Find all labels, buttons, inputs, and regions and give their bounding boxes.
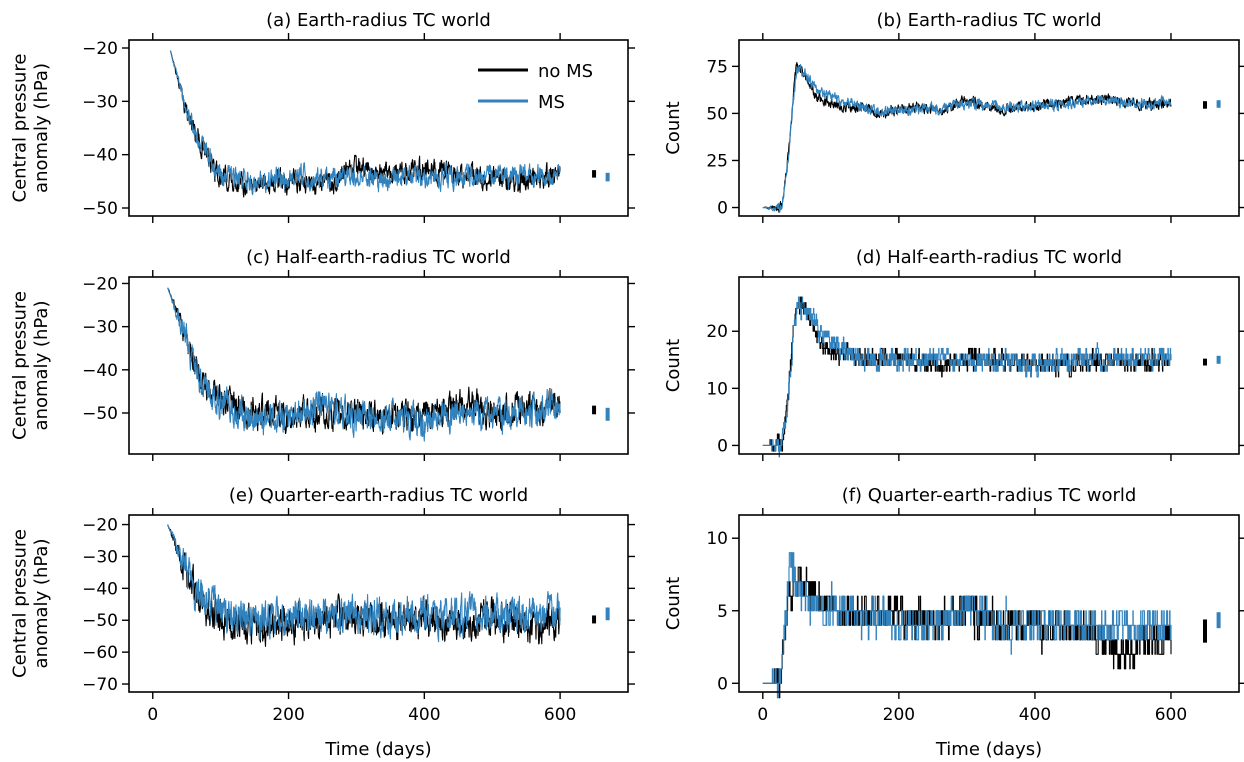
panel-c: −50 −40 −30 −20 (c) Half-earth-radius TC wor… bbox=[9, 247, 635, 461]
axes-frame bbox=[128, 276, 629, 455]
panel-title: (c) Half-earth-radius TC world bbox=[246, 247, 511, 268]
panel-title: (f) Quarter-earth-radius TC world bbox=[842, 485, 1137, 506]
y-tick-label: −40 bbox=[82, 361, 118, 381]
y-tick-label: 20 bbox=[706, 322, 728, 342]
series-line-ms bbox=[167, 287, 561, 442]
y-tick-label: −50 bbox=[82, 404, 118, 424]
y-axis-label: Central pressureanomaly (hPa) bbox=[9, 529, 52, 678]
y-tick-label: −50 bbox=[82, 611, 118, 631]
y-tick-label: −70 bbox=[82, 675, 118, 695]
y-axis-label: Count bbox=[663, 101, 684, 154]
panel-title: (a) Earth-radius TC world bbox=[266, 10, 491, 31]
y-tick-label: −30 bbox=[82, 318, 118, 338]
panel-title: (e) Quarter-earth-radius TC world bbox=[229, 485, 528, 506]
y-tick-label: −30 bbox=[82, 547, 118, 567]
y-tick-label: −20 bbox=[82, 274, 118, 294]
y-tick-label: 25 bbox=[706, 151, 728, 171]
y-tick-label: 0 bbox=[717, 436, 728, 456]
axes-frame bbox=[738, 39, 1240, 217]
y-tick-label: 0 bbox=[717, 199, 728, 219]
series-line-ms bbox=[169, 50, 561, 196]
axes-frame bbox=[128, 39, 629, 217]
x-tick-label: 0 bbox=[147, 705, 158, 725]
x-tick-label: 400 bbox=[1019, 705, 1051, 725]
y-tick-label: −20 bbox=[82, 516, 118, 536]
panel-title: (b) Earth-radius TC world bbox=[876, 10, 1101, 31]
x-tick-label: 0 bbox=[757, 705, 768, 725]
panel-e: 0 200 400 600 −70 −60 −50 −40 −30 −20 (e) Quarter-… bbox=[9, 485, 635, 760]
legend-label: MS bbox=[538, 92, 565, 113]
y-tick-label: −40 bbox=[82, 579, 118, 599]
x-tick-label: 400 bbox=[408, 705, 440, 725]
series-line-ms bbox=[762, 552, 1172, 699]
axes-frame bbox=[738, 276, 1240, 455]
axes-frame bbox=[128, 514, 629, 693]
y-axis-label: Count bbox=[663, 577, 684, 630]
y-tick-label: 10 bbox=[706, 529, 728, 549]
panel-title: (d) Half-earth-radius TC world bbox=[856, 247, 1122, 268]
x-tick-label: 600 bbox=[1155, 705, 1187, 725]
y-tick-label: 75 bbox=[706, 57, 728, 77]
y-axis-label: Central pressureanomaly (hPa) bbox=[9, 291, 52, 440]
x-tick-label: 200 bbox=[883, 705, 915, 725]
y-tick-label: −40 bbox=[82, 146, 118, 166]
legend: no MS MS bbox=[478, 61, 593, 113]
panel-f: 0 200 400 600 0 5 10 (f) Quarter-earth-radius T… bbox=[663, 485, 1244, 760]
y-tick-label: −30 bbox=[82, 92, 118, 112]
y-tick-label: −50 bbox=[82, 199, 118, 219]
y-tick-label: −20 bbox=[82, 39, 118, 59]
x-tick-label: 200 bbox=[272, 705, 304, 725]
panel-b: 0 25 50 75 (b) Earth-radius TC world Count bbox=[663, 10, 1244, 223]
y-tick-label: −60 bbox=[82, 643, 118, 663]
y-tick-label: 10 bbox=[706, 379, 728, 399]
y-tick-label: 5 bbox=[717, 602, 728, 622]
series-line-no-ms bbox=[762, 62, 1172, 213]
y-tick-label: 50 bbox=[706, 104, 728, 124]
y-tick-label: 0 bbox=[717, 674, 728, 694]
legend-label: no MS bbox=[538, 61, 593, 82]
y-axis-label: Central pressureanomaly (hPa) bbox=[9, 53, 52, 202]
series-line-ms bbox=[762, 296, 1172, 458]
series-line-no-ms bbox=[762, 296, 1172, 452]
axes-frame bbox=[738, 514, 1240, 693]
panel-d: 0 10 20 (d) Half-earth-radius TC world Count bbox=[663, 247, 1244, 461]
series-line-ms bbox=[762, 63, 1172, 213]
x-axis-label: Time (days) bbox=[324, 739, 431, 760]
series-line-no-ms bbox=[167, 287, 561, 435]
series-line-ms bbox=[167, 524, 561, 643]
panel-a: −50 −40 −30 −20 (a) Earth-radius TC world Cen… bbox=[9, 10, 635, 223]
x-tick-label: 600 bbox=[544, 705, 576, 725]
x-axis-label: Time (days) bbox=[935, 739, 1042, 760]
y-axis-label: Count bbox=[663, 339, 684, 392]
